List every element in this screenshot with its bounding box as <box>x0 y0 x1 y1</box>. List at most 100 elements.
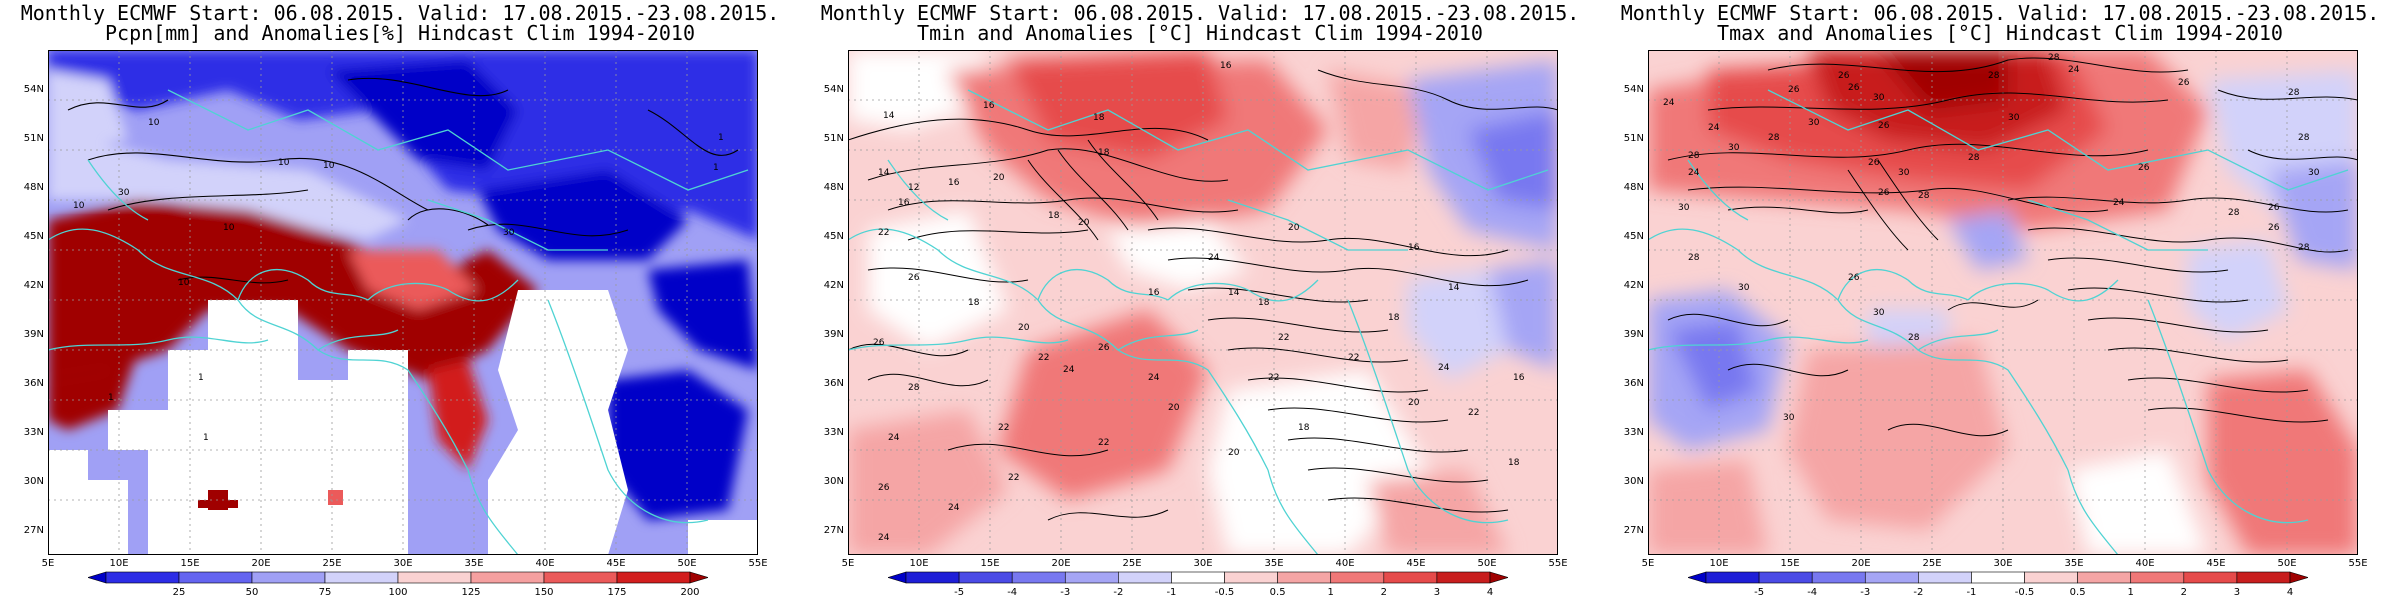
contour-label: 28 <box>1688 151 1700 161</box>
contour-label: 30 <box>503 228 515 238</box>
contour-label: 24 <box>2068 65 2080 75</box>
colorbar-tick-label: 3 <box>1434 587 1440 596</box>
contour-label: 28 <box>2298 133 2310 143</box>
colorbar-min-arrow <box>88 571 107 584</box>
latitude-label: 33N <box>1623 427 1644 438</box>
contour-label: 24 <box>878 533 890 543</box>
latitude-label: 54N <box>23 84 44 95</box>
contour-label: 16 <box>948 178 960 188</box>
panel-title-line1: Monthly ECMWF Start: 06.08.2015. Valid: … <box>20 1 780 25</box>
contour-label: 16 <box>1148 288 1160 298</box>
longitude-label: 50E <box>677 558 697 569</box>
contour-label: 24 <box>1208 253 1220 263</box>
precip-colorbar: 25 50 75 100 125 150 175 200 <box>88 571 708 596</box>
colorbar-tick-label: -0.5 <box>1215 587 1235 596</box>
panel-title-line1: Monthly ECMWF Start: 06.08.2015. Valid: … <box>820 1 1580 25</box>
contour-label: 22 <box>1268 373 1279 383</box>
contour-label: 18 <box>1258 298 1270 308</box>
contour-labels: 26 24 28 26 28 26 30 26 24 28 24 30 26 3… <box>1663 53 2320 423</box>
latitude-label: 33N <box>23 427 44 438</box>
colorbar-swatch <box>2024 571 2078 584</box>
colorbar-tick-label: 3 <box>2234 587 2240 596</box>
contour-label: 14 <box>878 168 890 178</box>
longitude-label: 25E <box>322 558 342 569</box>
longitude-label: 50E <box>2277 558 2297 569</box>
contour-label: 24 <box>1063 365 1075 375</box>
colorbar-tick-label: 150 <box>534 587 553 596</box>
latitude-label: 48N <box>1623 182 1644 193</box>
contour-label: 18 <box>1093 113 1105 123</box>
longitude-label: 10E <box>109 558 129 569</box>
longitude-label: 55E <box>1548 558 1568 569</box>
longitude-label: 5E <box>1641 558 1655 569</box>
colorbar-tick-label: 100 <box>388 587 407 596</box>
latitude-label: 33N <box>823 427 844 438</box>
panel-tmin: Monthly ECMWF Start: 06.08.2015. Valid: … <box>800 0 1600 600</box>
contour-label: 20 <box>1168 403 1180 413</box>
contour-label: 28 <box>1918 191 1930 201</box>
contour-label: 24 <box>2113 198 2125 208</box>
colorbar-swatch <box>1118 571 1172 584</box>
latitude-label: 36N <box>823 378 844 389</box>
colorbar-max-arrow <box>689 571 708 584</box>
colorbar-swatch <box>1705 571 1760 584</box>
longitude-label: 45E <box>2206 558 2226 569</box>
contour-label: 24 <box>1708 123 1720 133</box>
contour-labels: 10 10 10 1 1 30 10 10 30 10 1 1 1 <box>73 118 724 443</box>
contour-label: 10 <box>278 158 290 168</box>
contour-label: 26 <box>1868 158 1880 168</box>
contour-label: 1 <box>718 133 724 143</box>
colorbar-swatch <box>616 571 691 584</box>
contour-label: 22 <box>1038 353 1049 363</box>
colorbar-swatch <box>251 571 326 584</box>
contour-label: 28 <box>2228 208 2240 218</box>
latitude-label: 48N <box>23 182 44 193</box>
contour-label: 24 <box>1663 98 1675 108</box>
colorbar-tick-label: -5 <box>954 587 964 596</box>
contour-label: 26 <box>1788 85 1800 95</box>
contour-labels: 16 14 16 18 18 14 12 16 20 16 18 20 22 2… <box>873 61 1525 543</box>
contour-label: 30 <box>2308 168 2320 178</box>
latitude-label: 30N <box>823 476 844 487</box>
colorbar-tick-label: 200 <box>680 587 699 596</box>
contour-label: 10 <box>73 201 85 211</box>
colorbar-tick-label: -0.5 <box>2015 587 2035 596</box>
contour-label: 30 <box>1728 143 1740 153</box>
contour-label: 20 <box>1408 398 1420 408</box>
contour-label: 26 <box>1848 273 1860 283</box>
colorbar-tick-label: 2 <box>2181 587 2187 596</box>
colorbar-tick-label: -1 <box>1966 587 1976 596</box>
contour-label: 22 <box>1098 438 1109 448</box>
panel-title-line2: Tmax and Anomalies [°C] Hindcast Clim 19… <box>1717 21 2283 45</box>
colorbar-tick-label: 125 <box>461 587 480 596</box>
latitude-label: 27N <box>823 525 844 536</box>
colorbar-tick-label: 0.5 <box>1270 587 1286 596</box>
contour-label: 16 <box>898 198 910 208</box>
contour-label: 20 <box>1078 218 1090 228</box>
contour-label: 28 <box>1968 153 1980 163</box>
latitude-label: 54N <box>823 84 844 95</box>
precip-anomaly-map: 10 10 10 1 1 30 10 10 30 10 1 1 1 <box>48 50 758 555</box>
longitude-label: 20E <box>1851 558 1871 569</box>
colorbar-swatch <box>1758 571 1813 584</box>
longitude-label: 55E <box>2348 558 2368 569</box>
contour-label: 22 <box>1008 473 1019 483</box>
contour-label: 26 <box>2138 163 2150 173</box>
contour-label: 30 <box>1738 283 1750 293</box>
colorbar-swatch <box>1011 571 1066 584</box>
contour-label: 26 <box>1848 83 1860 93</box>
latitude-label: 39N <box>823 329 844 340</box>
colorbar-swatch <box>324 571 399 584</box>
longitude-label: 5E <box>41 558 55 569</box>
latitude-label: 51N <box>23 133 44 144</box>
colorbar-tick-label: -3 <box>1860 587 1870 596</box>
contour-label: 18 <box>968 298 980 308</box>
contour-label: 26 <box>1878 121 1890 131</box>
contour-label: 22 <box>1468 408 1479 418</box>
contour-label: 28 <box>1688 253 1700 263</box>
contour-label: 20 <box>1018 323 1030 333</box>
colorbar-tick-label: 2 <box>1381 587 1387 596</box>
colorbar-tick-label: -4 <box>1007 587 1017 596</box>
latitude-label: 42N <box>23 280 44 291</box>
longitude-label: 45E <box>1406 558 1426 569</box>
